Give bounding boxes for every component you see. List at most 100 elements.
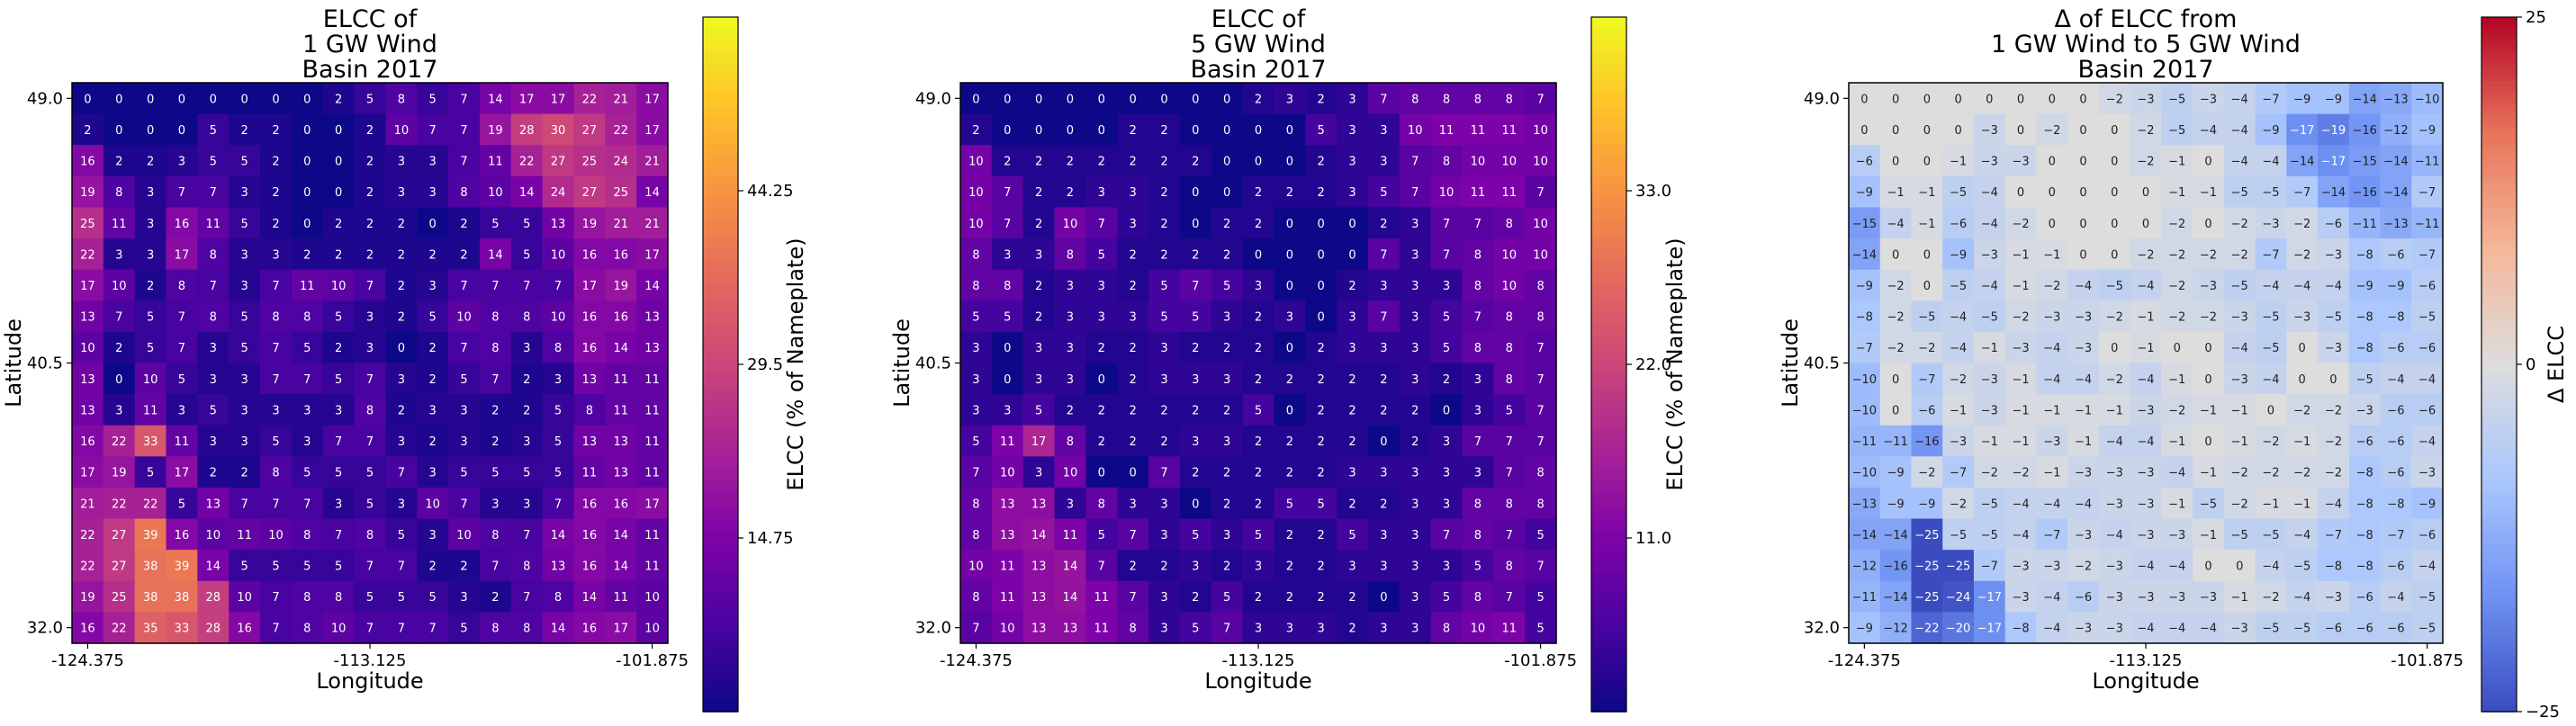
- colorbar-segment: [703, 184, 738, 192]
- heatmap-cell: [2098, 612, 2131, 644]
- cell-value-label: 2: [460, 560, 467, 573]
- cell-value-label: 10: [1439, 186, 1455, 200]
- heatmap-cell: [103, 113, 136, 146]
- cell-value-label: 0: [2204, 156, 2211, 169]
- heatmap-cell: [417, 394, 449, 426]
- cell-value-label: −5: [2200, 497, 2217, 511]
- cell-value-label: −3: [2075, 467, 2092, 480]
- heatmap-cell: [1367, 238, 1401, 271]
- cell-value-label: −4: [1981, 186, 1998, 200]
- heatmap-cell: [1022, 113, 1056, 146]
- cell-value-label: −3: [2106, 560, 2123, 573]
- cell-value-label: 3: [1380, 467, 1387, 480]
- heatmap-cell: [2286, 612, 2319, 644]
- colorbar-segment: [703, 277, 738, 284]
- cell-value-label: −1: [1950, 156, 1967, 169]
- heatmap-cell: [1179, 113, 1212, 146]
- heatmap-cell: [542, 425, 575, 457]
- heatmap-cell: [573, 238, 606, 271]
- cell-value-label: −4: [2231, 342, 2248, 355]
- colorbar-segment: [703, 584, 738, 591]
- cell-value-label: 0: [1160, 93, 1167, 106]
- heatmap-cell: [103, 175, 136, 209]
- cell-value-label: −11: [2415, 156, 2439, 169]
- heatmap-cell: [2130, 300, 2162, 333]
- cell-value-label: −5: [2262, 529, 2279, 542]
- heatmap-cell: [1879, 580, 1913, 613]
- cell-value-label: 7: [972, 623, 979, 636]
- colorbar-segment: [703, 237, 738, 244]
- heatmap-cell: [322, 300, 356, 333]
- cell-value-label: 2: [1160, 435, 1167, 449]
- heatmap-cell: [354, 456, 387, 488]
- colorbar-segment: [2481, 208, 2517, 215]
- heatmap-cell: [1849, 456, 1881, 488]
- heatmap-cell: [260, 456, 293, 488]
- cell-value-label: 0: [147, 124, 154, 138]
- heatmap-cell: [1337, 456, 1369, 488]
- heatmap-cell: [1849, 175, 1881, 209]
- heatmap-cell: [354, 207, 387, 239]
- colorbar-segment: [1591, 648, 1626, 655]
- heatmap-cell: [166, 207, 198, 239]
- colorbar-segment: [1591, 451, 1626, 458]
- heatmap-cell: [417, 238, 449, 271]
- colorbar-segment: [2481, 468, 2517, 476]
- cell-value-label: 5: [210, 124, 217, 138]
- heatmap-cell: [1242, 487, 1275, 520]
- cell-value-label: 10: [331, 623, 347, 636]
- cell-value-label: 7: [366, 280, 374, 293]
- colorbar-segment: [2481, 132, 2517, 139]
- heatmap-cell: [2286, 300, 2319, 333]
- heatmap-cell: [322, 456, 356, 488]
- colorbar-segment: [703, 86, 738, 94]
- cell-value-label: 7: [1536, 342, 1544, 355]
- y-tick-label: 40.5: [915, 354, 951, 373]
- cell-value-label: 5: [398, 591, 405, 605]
- heatmap-cell: [1367, 331, 1401, 364]
- cell-value-label: 11: [1501, 623, 1517, 636]
- cell-value-label: 2: [1223, 404, 1230, 417]
- cell-value-label: −8: [1856, 311, 1873, 325]
- cell-value-label: 2: [1286, 560, 1293, 573]
- heatmap-cell: [542, 113, 575, 146]
- cell-value-label: 14: [1063, 560, 1078, 573]
- cell-value-label: 16: [582, 248, 598, 262]
- cell-value-label: 13: [644, 342, 660, 355]
- cell-value-label: −2: [1918, 467, 1935, 480]
- colorbar-segment: [1591, 560, 1626, 568]
- heatmap-cell: [385, 363, 418, 395]
- cell-value-label: 0: [1892, 156, 1899, 169]
- heatmap-cell: [448, 207, 481, 239]
- cell-value-label: 0: [1860, 93, 1868, 106]
- heatmap-cell: [2193, 300, 2225, 333]
- cell-value-label: −6: [1950, 218, 1967, 231]
- heatmap-cell: [1462, 425, 1494, 457]
- heatmap-cell: [1022, 175, 1056, 209]
- heatmap-cell: [260, 550, 293, 582]
- cell-value-label: 5: [460, 623, 467, 636]
- heatmap-cell: [2130, 612, 2162, 644]
- heatmap-cell: [229, 425, 261, 457]
- cell-value-label: 2: [1255, 311, 1262, 325]
- heatmap-cell: [2067, 456, 2100, 488]
- cell-value-label: −3: [1981, 373, 1998, 387]
- heatmap-cell: [2380, 113, 2412, 146]
- heatmap-cell: [1242, 363, 1275, 395]
- cell-value-label: 2: [147, 156, 154, 169]
- colorbar-segment: [1591, 92, 1626, 99]
- colorbar-segment: [2481, 578, 2517, 586]
- heatmap-cell: [1849, 269, 1881, 301]
- heatmap-cell: [1117, 394, 1149, 426]
- cell-value-label: 2: [1192, 156, 1199, 169]
- colorbar-segment: [703, 17, 738, 24]
- colorbar-segment: [2481, 289, 2517, 296]
- cell-value-label: 3: [1035, 373, 1042, 387]
- cell-value-label: 3: [1411, 218, 1419, 231]
- heatmap-cell: [2161, 580, 2193, 613]
- cell-value-label: 2: [272, 124, 279, 138]
- colorbar-segment: [703, 191, 738, 198]
- heatmap-cell: [991, 300, 1024, 333]
- cell-value-label: −8: [2356, 311, 2373, 325]
- heatmap-cell: [354, 331, 387, 364]
